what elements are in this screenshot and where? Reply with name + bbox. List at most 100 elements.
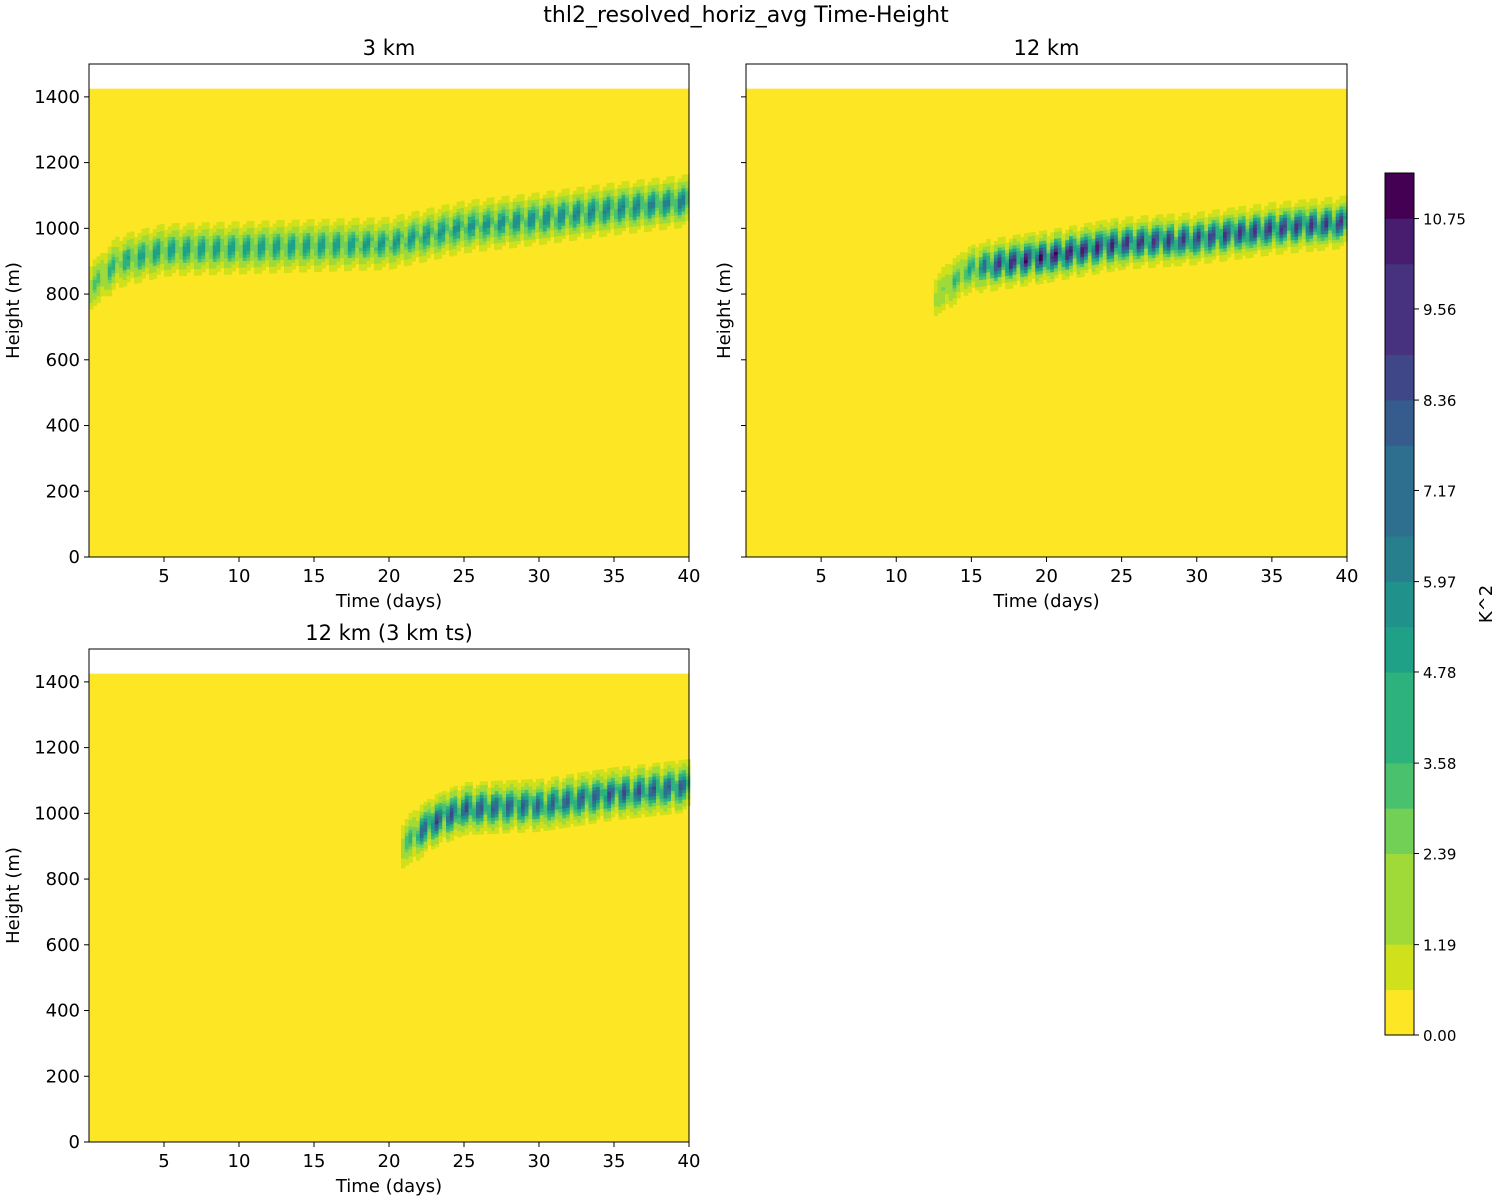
layer-cell — [591, 214, 596, 219]
layer-cell — [141, 245, 146, 249]
layer-cell — [602, 206, 608, 211]
layer-cell — [487, 787, 492, 792]
layer-cell — [1320, 223, 1326, 228]
layer-cell — [299, 265, 304, 270]
layer-cell — [573, 822, 578, 827]
layer-cell — [637, 800, 642, 805]
layer-cell — [506, 829, 511, 834]
layer-cell — [506, 819, 511, 824]
layer-cell — [633, 781, 638, 786]
layer-cell — [280, 262, 285, 267]
layer-cell — [629, 791, 635, 796]
layer-cell — [416, 823, 421, 828]
layer-cell — [577, 775, 582, 780]
layer-cell — [299, 262, 304, 267]
layer-cell — [547, 810, 552, 815]
layer-cell — [937, 286, 942, 291]
layer-cell — [569, 796, 575, 801]
layer-cell — [1219, 258, 1224, 262]
layer-cell — [381, 223, 386, 228]
layer-cell — [622, 792, 627, 797]
layer-cell — [370, 230, 375, 235]
layer-cell — [595, 207, 600, 212]
layer-cell — [550, 200, 555, 205]
layer-cell — [565, 208, 570, 213]
layer-cell — [956, 261, 961, 266]
layer-cell — [385, 249, 390, 254]
layer-cell — [186, 262, 191, 267]
layer-cell — [156, 270, 161, 275]
layer-cell — [1155, 240, 1160, 245]
layer-cell — [1170, 236, 1175, 241]
layer-cell — [681, 191, 686, 196]
layer-cell — [411, 257, 416, 262]
layer-cell — [476, 804, 481, 809]
layer-cell — [1245, 247, 1250, 252]
layer-cell — [1102, 255, 1108, 260]
layer-cell — [1110, 218, 1115, 223]
layer-cell — [539, 798, 545, 803]
layer-cell — [389, 229, 394, 234]
layer-cell — [190, 222, 195, 227]
layer-cell — [1114, 224, 1119, 229]
layer-cell — [1162, 240, 1168, 245]
layer-cell — [524, 818, 530, 823]
layer-cell — [186, 268, 191, 273]
layer-cell — [134, 273, 139, 278]
layer-cell — [941, 286, 946, 291]
layer-cell — [407, 251, 413, 256]
layer-cell — [416, 830, 421, 835]
layer-cell — [1305, 235, 1311, 239]
layer-cell — [475, 221, 480, 226]
layer-cell — [419, 814, 425, 819]
layer-cell — [637, 764, 642, 769]
layer-cell — [141, 274, 146, 279]
layer-cell — [1283, 207, 1288, 212]
layer-cell — [111, 249, 116, 254]
layer-cell — [577, 792, 582, 797]
layer-cell — [449, 213, 454, 218]
layer-cell — [602, 193, 608, 198]
layer-cell — [577, 812, 582, 816]
layer-cell — [486, 243, 491, 248]
layer-cell — [1226, 224, 1232, 229]
layer-cell — [468, 821, 473, 826]
layer-cell — [1192, 218, 1198, 223]
layer-cell — [681, 217, 686, 222]
layer-cell — [505, 198, 510, 203]
layer-cell — [442, 826, 447, 831]
x-tick-label: 40 — [678, 566, 701, 587]
layer-cell — [584, 797, 590, 802]
layer-cell — [1230, 213, 1235, 218]
layer-cell — [1038, 234, 1044, 239]
layer-cell — [554, 196, 559, 201]
layer-cell — [561, 205, 566, 210]
layer-cell — [392, 245, 398, 250]
layer-cell — [1087, 252, 1093, 256]
layer-cell — [648, 796, 653, 801]
layer-cell — [1181, 239, 1187, 243]
layer-cell — [467, 219, 473, 224]
layer-cell — [535, 198, 540, 203]
layer-cell — [362, 253, 368, 258]
layer-cell — [1200, 244, 1205, 248]
layer-cell — [1155, 217, 1160, 222]
layer-cell — [291, 219, 296, 224]
layer-cell — [325, 225, 330, 230]
layer-cell — [1249, 208, 1254, 212]
layer-cell — [670, 212, 675, 216]
layer-cell — [602, 219, 608, 224]
layer-cell — [437, 225, 443, 230]
layer-cell — [306, 242, 311, 247]
layer-cell — [197, 232, 203, 237]
layer-cell — [272, 253, 278, 257]
layer-cell — [516, 227, 521, 232]
layer-cell — [1275, 217, 1280, 222]
layer-cell — [224, 254, 229, 259]
layer-cell — [1343, 212, 1348, 216]
layer-cell — [640, 208, 645, 213]
layer-cell — [344, 224, 349, 229]
layer-cell — [280, 249, 285, 254]
layer-cell — [550, 190, 555, 195]
layer-cell — [242, 234, 248, 239]
